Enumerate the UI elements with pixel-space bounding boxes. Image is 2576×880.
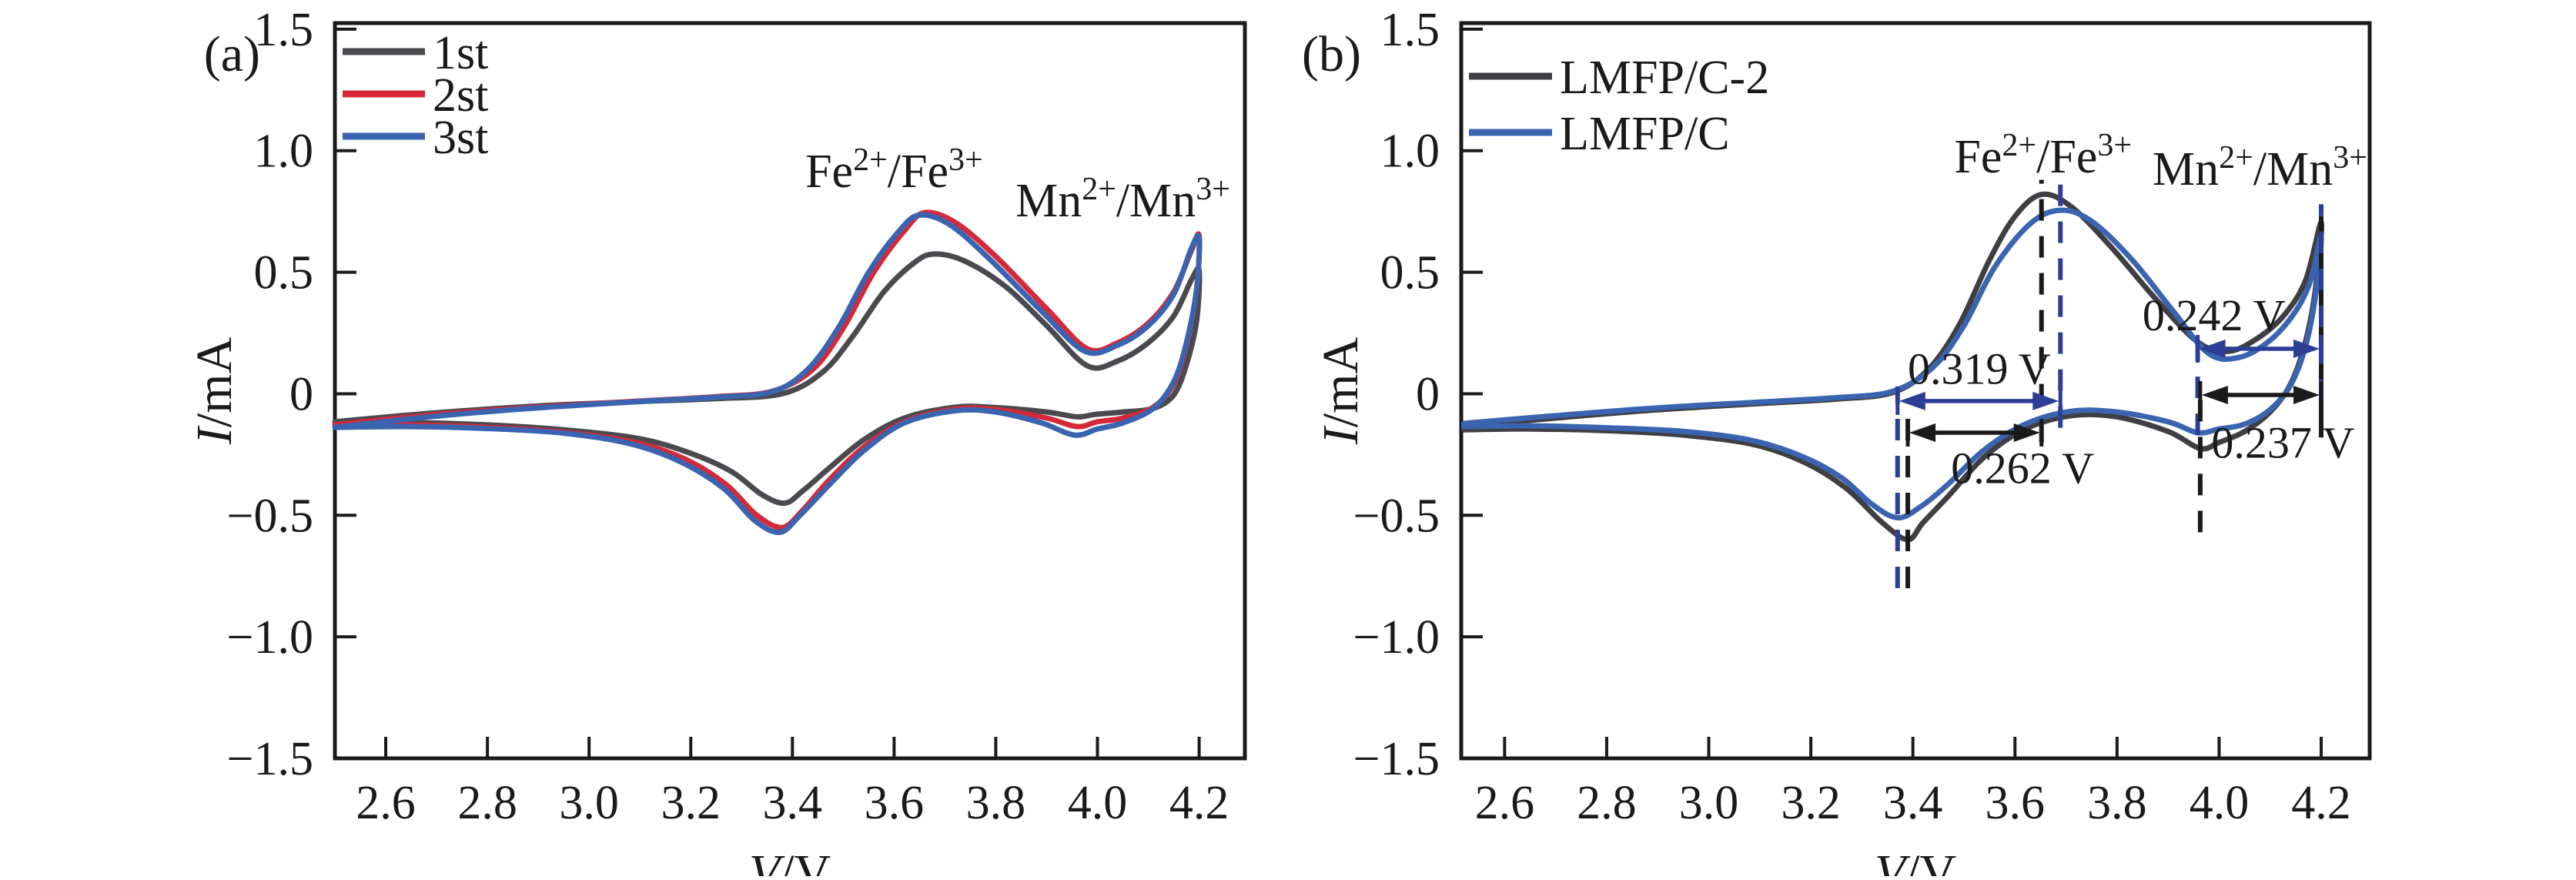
y-tick-label: −0.5 [227, 490, 313, 542]
arrow-head-right [2013, 423, 2040, 442]
x-tick-label: 2.8 [457, 777, 517, 829]
panel-label: (a) [204, 26, 260, 82]
y-tick-label: −1.0 [227, 611, 313, 664]
y-tick-label: −1.5 [227, 733, 313, 785]
dim-arrow-0.319V: 0.319 V [1895, 343, 2062, 415]
legend-label-LMFP/C: LMFP/C [1560, 108, 1730, 160]
curve-2st [332, 209, 1203, 530]
x-tick-label: 2.6 [1475, 777, 1535, 829]
arrow-head-left [1909, 423, 1936, 442]
x-tick-label: 3.8 [966, 777, 1026, 829]
x-tick-label: 4.0 [1068, 777, 1128, 829]
legend-label-LMFP/C-2: LMFP/C-2 [1560, 52, 1769, 104]
x-tick-label: 2.6 [356, 777, 416, 829]
y-tick-label: −1.0 [1353, 611, 1440, 664]
y-axis-label: I/mA [186, 337, 243, 446]
panel-b: 2.6 2.8 3.0 3.2 3.4 3.6 3.8 4.0 4.2 1.5 1.0 0.5 0 −0.… [1302, 4, 2372, 880]
plot-frame [333, 21, 1247, 761]
y-tick-label: −1.5 [1353, 733, 1440, 785]
x-axis-label: V/V [749, 845, 831, 876]
x-tick-label: 4.2 [1169, 777, 1229, 829]
x-tick-label: 2.8 [1577, 777, 1637, 829]
y-axis-label: I/mA [1313, 337, 1369, 446]
y-tick-label: 1.0 [254, 125, 314, 178]
x-tick-label: 3.0 [1679, 777, 1739, 829]
curve-LMFP/C [1460, 207, 2324, 520]
x-tick-label: 3.2 [661, 777, 721, 829]
dim-label: 0.242 V [2143, 290, 2286, 340]
arrow-head-right [2293, 386, 2320, 405]
curve-LMFP/C-2 [1460, 191, 2324, 543]
x-tick-label: 3.4 [1883, 777, 1943, 829]
redox-label-fe: Fe2+/Fe3+ [805, 142, 983, 198]
x-axis-label: V/V [1875, 845, 1956, 876]
x-tick-label: 3.2 [1781, 777, 1841, 829]
y-tick-label: 0 [1416, 368, 1440, 420]
arrow-head-left [2199, 340, 2226, 359]
y-tick-label: −0.5 [1353, 490, 1440, 542]
y-tick-label: 0.5 [254, 247, 314, 299]
dim-arrow-0.237V: 0.237 V [2198, 381, 2354, 468]
x-tick-label: 4.0 [2190, 777, 2250, 829]
curve-1st [332, 251, 1203, 507]
legend-label-3st: 3st [433, 112, 488, 164]
arrow-head-right [2293, 340, 2320, 359]
dim-label: 0.319 V [1908, 343, 2051, 393]
redox-label-mn: Mn2+/Mn3+ [2153, 140, 2367, 196]
x-tick-label: 3.6 [1986, 777, 2046, 829]
dim-arrow-0.262V: 0.262 V [1905, 418, 2094, 494]
y-tick-label: 1.0 [1380, 125, 1440, 178]
x-tick-label: 3.0 [559, 777, 619, 829]
x-tick-label: 3.6 [865, 777, 925, 829]
arrow-head-right [2032, 391, 2059, 410]
dim-label: 0.237 V [2211, 418, 2354, 468]
panel-label: (b) [1302, 26, 1361, 82]
dim-arrow-0.242V: 0.242 V [2143, 290, 2323, 363]
arrow-head-left [1899, 391, 1925, 410]
y-tick-label: 0.5 [1380, 247, 1440, 299]
legend-label-2st: 2st [433, 69, 488, 122]
y-tick-label: 0 [289, 368, 313, 420]
dim-label: 0.262 V [1951, 443, 2094, 494]
panel-a: 2.6 2.8 3.0 3.2 3.4 3.6 3.8 4.0 4.2 1.5 1.0 0.5 0 −0.… [186, 4, 1247, 880]
legend-label-1st: 1st [433, 27, 488, 79]
curve-3st [332, 212, 1203, 535]
x-tick-label: 3.8 [2087, 777, 2147, 829]
redox-label-fe: Fe2+/Fe3+ [1954, 128, 2132, 183]
arrow-head-left [2201, 386, 2228, 405]
y-tick-label: 1.5 [1380, 4, 1440, 56]
x-tick-label: 3.4 [763, 777, 823, 829]
x-tick-label: 4.2 [2291, 777, 2351, 829]
plot-frame [1459, 21, 2372, 761]
y-tick-label: 1.5 [254, 4, 314, 56]
redox-label-mn: Mn2+/Mn3+ [1015, 172, 1230, 227]
